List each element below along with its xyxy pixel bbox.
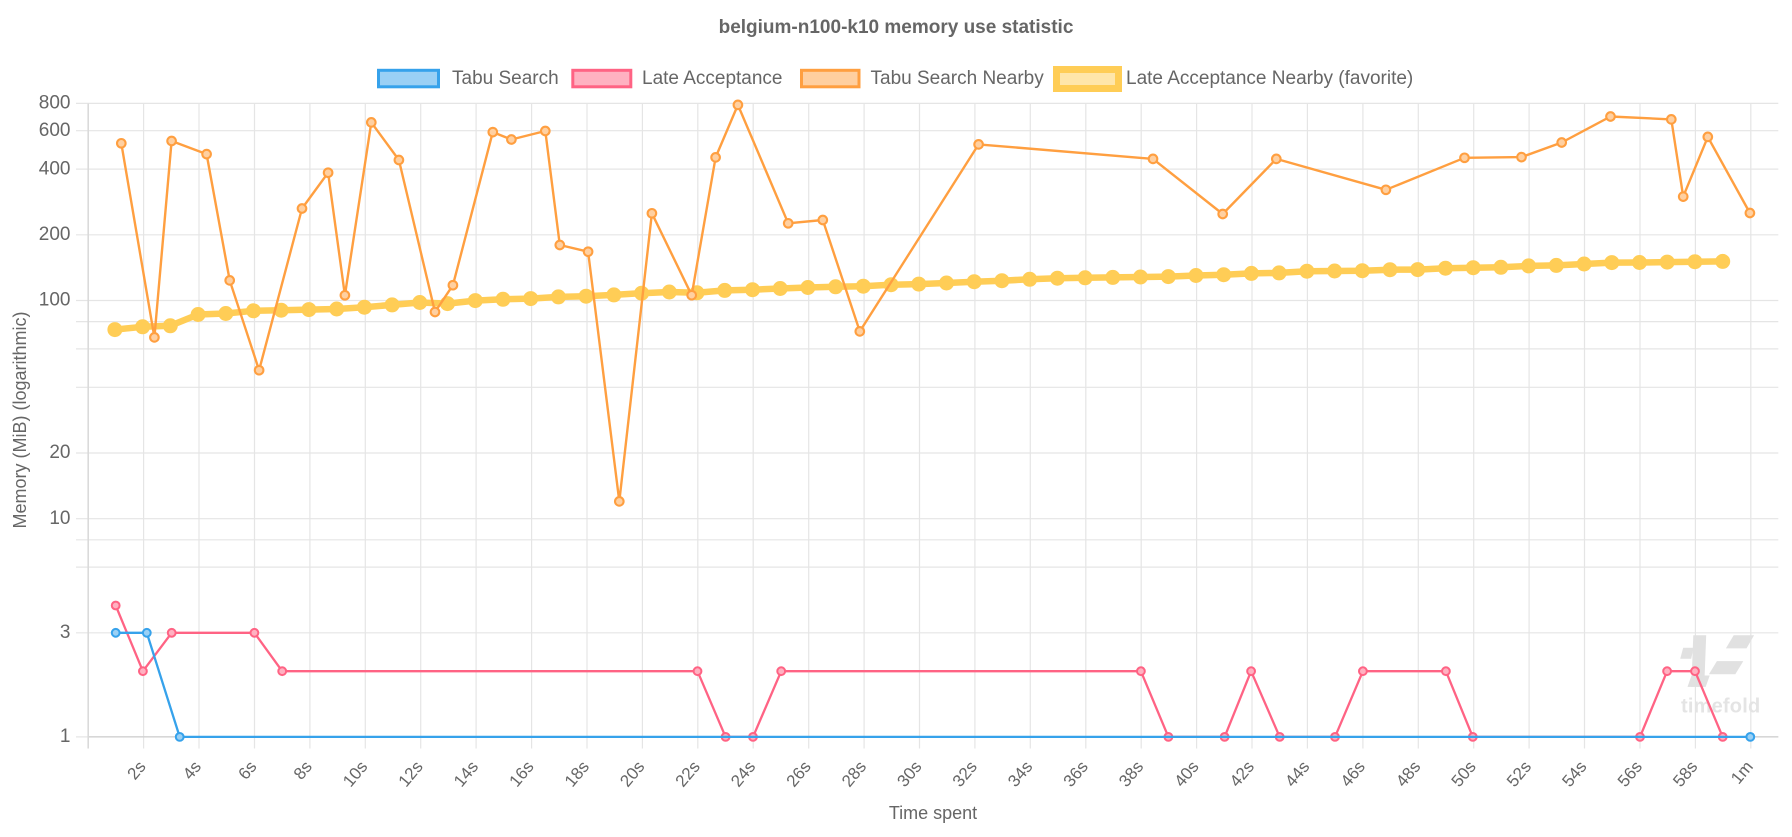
svg-text:200: 200 [39,224,71,245]
svg-text:1: 1 [60,726,71,747]
svg-text:Tabu Search Nearby: Tabu Search Nearby [871,68,1045,89]
svg-text:Late Acceptance Nearby (favori: Late Acceptance Nearby (favorite) [1126,68,1413,89]
svg-text:10: 10 [49,508,70,529]
svg-text:Time spent: Time spent [889,803,977,823]
svg-text:Tabu Search: Tabu Search [452,68,559,89]
svg-text:400: 400 [39,158,71,179]
svg-text:timefold: timefold [1681,696,1760,718]
svg-text:100: 100 [39,290,71,311]
svg-text:Late Acceptance: Late Acceptance [642,68,783,89]
svg-text:Memory (MiB) (logarithmic): Memory (MiB) (logarithmic) [10,311,30,528]
svg-text:800: 800 [39,93,71,114]
svg-text:20: 20 [49,442,70,463]
svg-text:600: 600 [39,120,71,141]
svg-text:belgium-n100-k10 memory use st: belgium-n100-k10 memory use statistic [719,17,1074,38]
svg-text:3: 3 [60,622,71,643]
